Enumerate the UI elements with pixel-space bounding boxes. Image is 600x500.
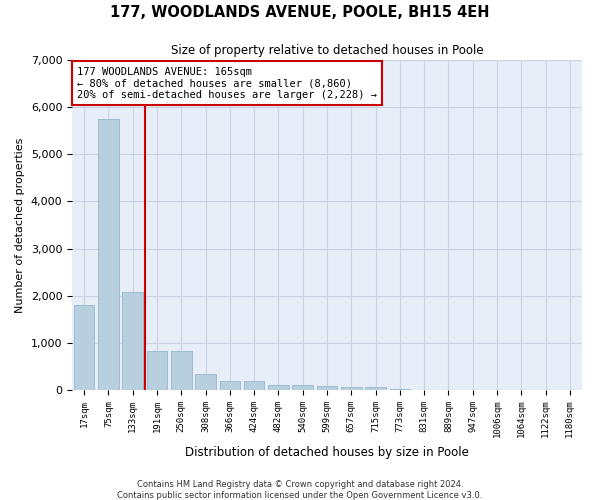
Bar: [171, 352, 191, 390]
Bar: [195, 374, 216, 390]
Y-axis label: Number of detached properties: Number of detached properties: [15, 138, 25, 312]
Bar: [317, 386, 337, 390]
Bar: [365, 387, 386, 390]
Text: 177 WOODLANDS AVENUE: 165sqm
← 80% of detached houses are smaller (8,860)
20% of: 177 WOODLANDS AVENUE: 165sqm ← 80% of de…: [77, 66, 377, 100]
Bar: [146, 352, 167, 390]
Bar: [244, 380, 265, 390]
Text: 177, WOODLANDS AVENUE, POOLE, BH15 4EH: 177, WOODLANDS AVENUE, POOLE, BH15 4EH: [110, 5, 490, 20]
Bar: [122, 292, 143, 390]
Bar: [389, 389, 410, 390]
Title: Size of property relative to detached houses in Poole: Size of property relative to detached ho…: [170, 44, 484, 58]
Text: Contains HM Land Registry data © Crown copyright and database right 2024.
Contai: Contains HM Land Registry data © Crown c…: [118, 480, 482, 500]
Bar: [268, 385, 289, 390]
Bar: [98, 119, 119, 390]
Bar: [220, 380, 240, 390]
Bar: [292, 385, 313, 390]
Bar: [74, 305, 94, 390]
Bar: [341, 387, 362, 390]
X-axis label: Distribution of detached houses by size in Poole: Distribution of detached houses by size …: [185, 446, 469, 458]
